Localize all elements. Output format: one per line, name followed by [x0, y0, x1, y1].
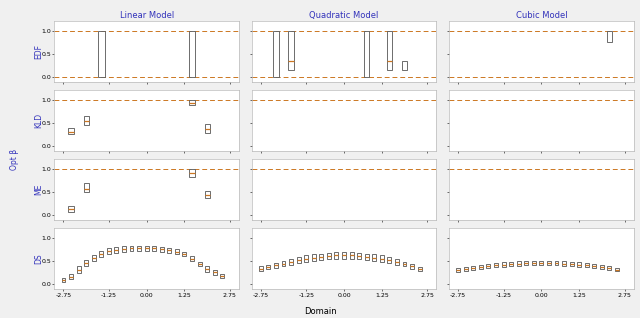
Bar: [98, 31, 104, 77]
Bar: [486, 264, 490, 268]
Bar: [418, 267, 422, 272]
Bar: [615, 268, 619, 272]
Bar: [562, 261, 566, 266]
Title: Quadratic Model: Quadratic Model: [309, 11, 379, 20]
Bar: [167, 248, 172, 252]
Title: Linear Model: Linear Model: [120, 11, 173, 20]
Bar: [115, 247, 118, 253]
Y-axis label: DS: DS: [34, 253, 43, 264]
Bar: [160, 247, 164, 252]
Bar: [205, 124, 210, 133]
Bar: [189, 100, 195, 105]
Bar: [69, 274, 73, 279]
Bar: [304, 255, 308, 262]
Bar: [472, 266, 476, 270]
Bar: [577, 262, 581, 267]
Bar: [189, 169, 195, 177]
Bar: [516, 261, 521, 266]
Text: Opt β: Opt β: [10, 149, 19, 169]
Bar: [273, 31, 278, 77]
Bar: [479, 265, 483, 269]
Y-axis label: EDF: EDF: [34, 44, 43, 59]
Bar: [593, 264, 596, 268]
Bar: [205, 191, 210, 198]
Bar: [259, 266, 263, 271]
Bar: [335, 252, 339, 259]
Bar: [532, 261, 536, 266]
Bar: [137, 246, 141, 251]
Bar: [349, 252, 353, 259]
Bar: [189, 31, 195, 77]
Bar: [84, 260, 88, 266]
Bar: [205, 266, 209, 272]
Bar: [387, 31, 392, 70]
Bar: [152, 246, 156, 251]
Bar: [547, 261, 551, 266]
Bar: [524, 261, 528, 266]
Bar: [410, 264, 414, 269]
Bar: [61, 278, 65, 281]
Bar: [570, 262, 573, 266]
Bar: [494, 263, 498, 267]
Bar: [289, 259, 293, 265]
Y-axis label: ME: ME: [34, 184, 43, 195]
Bar: [84, 183, 89, 192]
Bar: [68, 206, 74, 211]
Bar: [365, 253, 369, 260]
Bar: [282, 261, 285, 266]
Bar: [274, 263, 278, 268]
Bar: [129, 246, 134, 251]
Bar: [357, 252, 361, 259]
Bar: [99, 251, 103, 257]
Bar: [502, 262, 506, 267]
Bar: [92, 255, 95, 261]
Bar: [68, 128, 74, 134]
Bar: [456, 268, 460, 272]
Bar: [554, 261, 559, 266]
Bar: [198, 262, 202, 266]
Bar: [84, 116, 89, 125]
Bar: [464, 267, 468, 271]
Bar: [540, 261, 543, 266]
Bar: [190, 256, 194, 261]
Y-axis label: KLD: KLD: [34, 113, 43, 128]
Bar: [182, 252, 186, 256]
Bar: [266, 265, 270, 269]
Bar: [364, 31, 369, 77]
Bar: [289, 31, 294, 70]
Bar: [600, 265, 604, 269]
Bar: [297, 257, 301, 263]
Bar: [509, 262, 513, 266]
Bar: [220, 274, 224, 278]
Bar: [212, 270, 216, 275]
Bar: [327, 252, 331, 259]
Bar: [145, 246, 148, 251]
Bar: [607, 266, 611, 270]
Bar: [107, 248, 111, 254]
Bar: [342, 252, 346, 259]
Bar: [77, 266, 81, 273]
Bar: [175, 249, 179, 254]
Bar: [402, 61, 407, 70]
Bar: [380, 255, 384, 262]
Bar: [395, 259, 399, 265]
Bar: [122, 246, 126, 252]
Title: Cubic Model: Cubic Model: [516, 11, 567, 20]
Bar: [387, 257, 391, 263]
Bar: [372, 254, 376, 261]
Bar: [403, 262, 406, 266]
Bar: [585, 263, 589, 267]
Bar: [319, 253, 323, 260]
Bar: [312, 254, 316, 261]
Bar: [607, 31, 612, 42]
Text: Domain: Domain: [304, 308, 336, 316]
